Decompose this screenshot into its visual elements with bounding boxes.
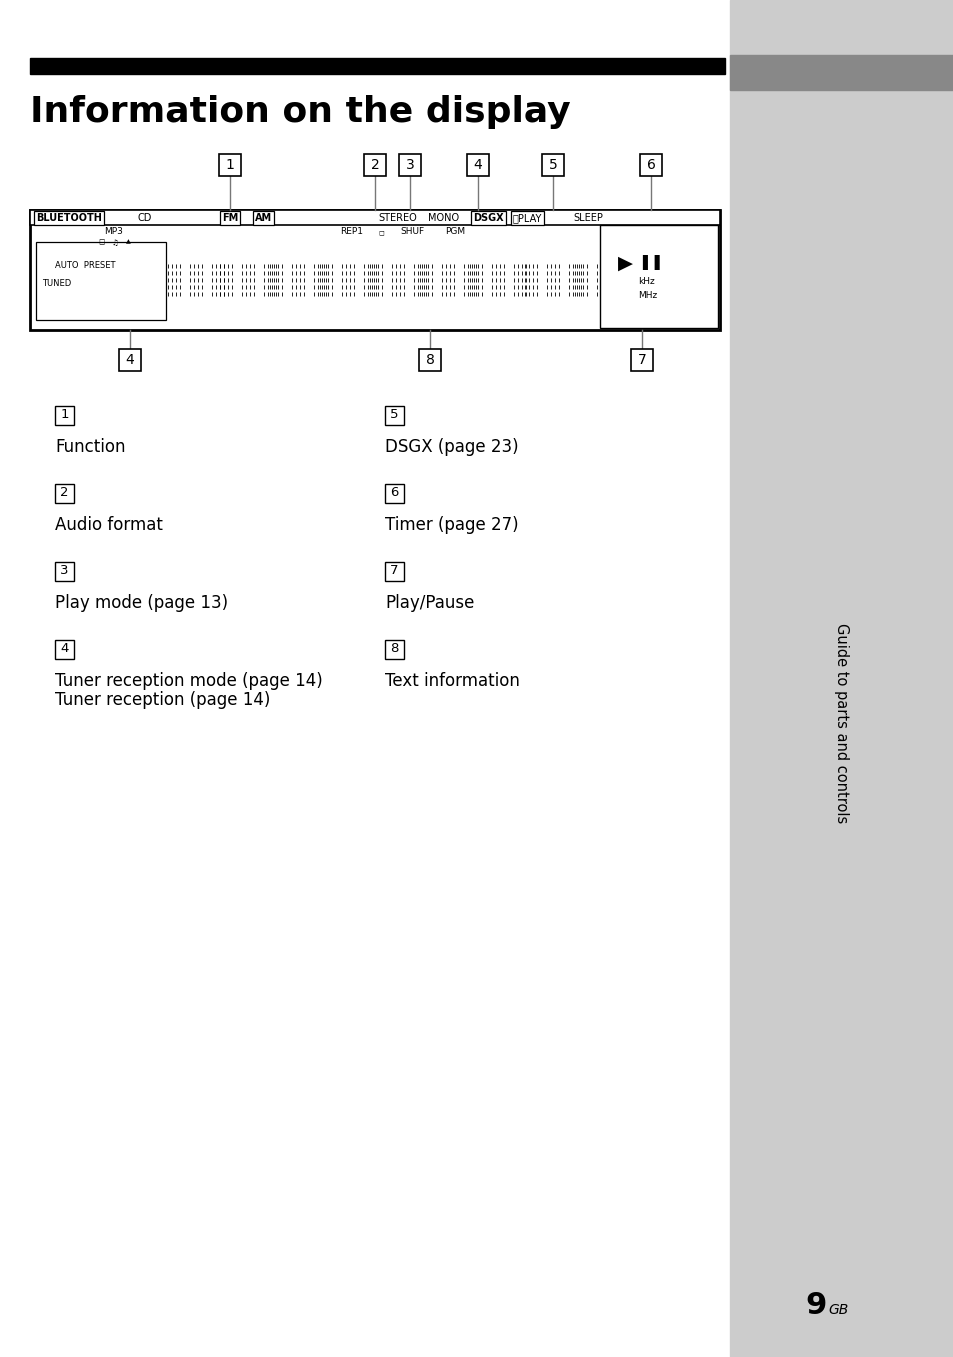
Text: ❚❚: ❚❚ [638, 255, 662, 270]
Bar [364, 153, 386, 176]
Text: Tuner reception mode (page 14): Tuner reception mode (page 14) [55, 672, 322, 689]
Text: DSGX (page 23): DSGX (page 23) [385, 438, 518, 456]
Text: Play/Pause: Play/Pause [385, 594, 474, 612]
Bar [55, 639, 74, 658]
Text: 3: 3 [405, 157, 414, 172]
Text: 5: 5 [390, 408, 398, 422]
Bar [639, 153, 661, 176]
Text: ▲: ▲ [126, 239, 131, 244]
Text: Tuner reception (page 14): Tuner reception (page 14) [55, 691, 270, 708]
Text: MP3: MP3 [104, 228, 123, 236]
Text: Text information: Text information [385, 672, 519, 689]
Text: Audio format: Audio format [55, 516, 163, 535]
Bar [385, 483, 403, 502]
Text: 3: 3 [60, 565, 69, 578]
Bar [30, 210, 720, 225]
Text: ▶: ▶ [618, 254, 633, 273]
Bar [36, 242, 166, 320]
Bar [398, 153, 420, 176]
Text: MONO: MONO [428, 213, 458, 223]
Bar [418, 349, 440, 370]
Text: Timer (page 27): Timer (page 27) [385, 516, 518, 535]
Text: AM: AM [254, 213, 272, 223]
Text: ◻: ◻ [98, 237, 104, 247]
Text: 1: 1 [60, 408, 69, 422]
Text: SHUF: SHUF [399, 228, 424, 236]
Text: 2: 2 [60, 487, 69, 499]
Text: Guide to parts and controls: Guide to parts and controls [834, 623, 848, 824]
Text: FM: FM [222, 213, 238, 223]
Text: 5: 5 [548, 157, 557, 172]
Bar [385, 406, 403, 425]
Text: 7: 7 [637, 353, 646, 366]
Bar [599, 225, 718, 328]
Bar [385, 562, 403, 581]
Text: DSGX: DSGX [473, 213, 503, 223]
Text: 6: 6 [646, 157, 655, 172]
Text: TUNED: TUNED [42, 278, 71, 288]
Text: 4: 4 [126, 353, 134, 366]
Text: CD: CD [138, 213, 152, 223]
Text: ♫: ♫ [112, 237, 119, 247]
Bar [541, 153, 563, 176]
Text: REP1: REP1 [339, 228, 363, 236]
Bar [630, 349, 652, 370]
Text: MHz: MHz [638, 290, 657, 300]
Text: ◻: ◻ [377, 229, 383, 235]
Text: Play mode (page 13): Play mode (page 13) [55, 594, 228, 612]
Bar [55, 406, 74, 425]
Text: 8: 8 [390, 642, 398, 655]
Text: STEREO: STEREO [377, 213, 416, 223]
Text: AUTO  PRESET: AUTO PRESET [55, 261, 115, 270]
Bar [30, 58, 724, 75]
Bar [55, 483, 74, 502]
Text: 7: 7 [390, 565, 398, 578]
Bar [55, 562, 74, 581]
Text: 1: 1 [225, 157, 234, 172]
Bar [30, 210, 720, 330]
Text: 9: 9 [804, 1291, 825, 1319]
Text: 2: 2 [370, 157, 379, 172]
Text: GB: GB [827, 1303, 847, 1318]
Bar [729, 56, 953, 90]
Text: kHz: kHz [638, 277, 654, 286]
Text: Information on the display: Information on the display [30, 95, 570, 129]
Text: BLUETOOTH: BLUETOOTH [36, 213, 102, 223]
Text: 8: 8 [425, 353, 434, 366]
Text: 4: 4 [473, 157, 482, 172]
Bar [219, 153, 241, 176]
Text: 4: 4 [60, 642, 69, 655]
Text: PGM: PGM [444, 228, 465, 236]
Bar [467, 153, 489, 176]
Text: Function: Function [55, 438, 126, 456]
Bar [729, 0, 953, 1357]
Bar [385, 639, 403, 658]
Text: SLEEP: SLEEP [573, 213, 602, 223]
Text: ⓘPLAY: ⓘPLAY [513, 213, 542, 223]
Bar [119, 349, 141, 370]
Text: 6: 6 [390, 487, 398, 499]
